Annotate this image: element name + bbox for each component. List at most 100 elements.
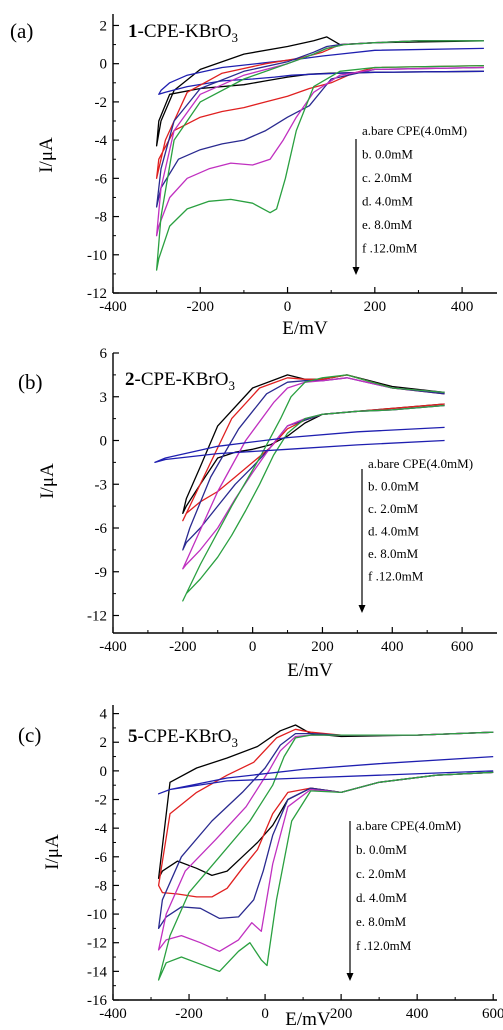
x-axis-title: E/mV	[285, 1009, 331, 1030]
legend-entry: e. 8.0mM	[368, 546, 419, 561]
legend-entry: a.bare CPE(4.0mM)	[356, 818, 461, 833]
legend-entry: c. 2.0mM	[356, 866, 407, 881]
legend-arrow-head	[352, 267, 360, 275]
x-tick-label: 200	[330, 1006, 353, 1022]
y-tick-label: -12	[87, 936, 107, 952]
legend-arrow-head	[346, 973, 354, 981]
y-tick-label: 3	[100, 390, 108, 406]
y-tick-label: 2	[100, 18, 108, 34]
y-tick-label: -8	[95, 878, 108, 894]
y-axis-title: I/μA	[36, 137, 57, 173]
panel-title-subscript: 3	[231, 735, 238, 750]
legend-entry: d. 4.0mM	[368, 524, 419, 539]
series-line-6	[154, 426, 445, 464]
x-tick-label: -200	[187, 299, 215, 315]
legend-entry: b. 0.0mM	[362, 147, 413, 162]
y-tick-label: -10	[87, 907, 107, 923]
panel-1: -400 -200 0 200 400 2 0 -2 -4 -6 -8 -10 -12 E/mV I/μA (…	[10, 14, 497, 339]
x-tick-label: -400	[99, 299, 127, 315]
series-line-5	[155, 40, 484, 237]
legend-entry: d. 4.0mM	[356, 890, 407, 905]
panel-title-text: -CPE-KBrO	[138, 21, 232, 42]
panel-title-subscript: 3	[228, 378, 235, 393]
series-group	[154, 374, 445, 602]
panel-label: (c)	[18, 723, 41, 747]
series-line-1	[157, 724, 494, 879]
legend-entry: a.bare CPE(4.0mM)	[362, 123, 467, 138]
y-tick-label: -12	[87, 609, 107, 625]
panel-title: 2-CPE-KBrO3	[125, 369, 235, 393]
panel-title-number: 5	[128, 726, 138, 747]
series-line-6	[157, 755, 494, 795]
y-tick-label: -2	[95, 793, 108, 809]
y-axis-title: I/μA	[42, 834, 63, 870]
y-tick-label: -14	[87, 964, 107, 980]
y-axis-title: I/μA	[37, 463, 58, 499]
panel-label: (b)	[18, 370, 43, 394]
y-tick-label: 0	[100, 764, 108, 780]
series-line-5	[182, 374, 445, 602]
legend-entry: c. 2.0mM	[362, 170, 413, 185]
x-tick-label: 0	[284, 299, 292, 315]
panel-2: -400 -200 0 200 400 600 6 3 0 -3 -6 -9 -12 E/mV I/μA (b…	[18, 346, 497, 681]
legend-arrow-head	[358, 605, 366, 613]
legend-entry: b. 0.0mM	[368, 479, 419, 494]
x-tick-label: 0	[249, 639, 257, 655]
legend-entry: c. 2.0mM	[368, 501, 419, 516]
x-tick-label: 400	[451, 299, 474, 315]
series-line-4	[182, 377, 445, 570]
y-tick-label: 0	[100, 434, 108, 450]
series-group	[157, 724, 494, 981]
x-tick-label: 0	[261, 1006, 269, 1022]
series-line-2	[157, 728, 494, 898]
series-line-3	[155, 40, 484, 179]
x-tick-label: 600	[451, 639, 474, 655]
x-tick-label: 400	[381, 639, 404, 655]
series-line-4	[155, 40, 484, 208]
series-line-5	[157, 731, 494, 981]
legend-entry: f .12.0mM	[356, 938, 412, 953]
series-line-6	[155, 40, 484, 271]
panel-title-text: -CPE-KBrO	[135, 369, 229, 390]
series-group	[155, 36, 484, 271]
y-tick-label: -4	[95, 133, 108, 149]
panel-title-number: 2	[125, 369, 135, 390]
panel-title-subscript: 3	[231, 30, 238, 45]
series-line-3	[157, 731, 494, 930]
series-line-2	[158, 47, 484, 95]
x-tick-label: 400	[406, 1006, 429, 1022]
y-tick-label: -6	[95, 171, 108, 187]
y-tick-label: -6	[95, 521, 108, 537]
x-tick-label: 200	[364, 299, 387, 315]
y-tick-label: 2	[100, 735, 108, 751]
y-tick-label: -10	[87, 248, 107, 264]
y-tick-label: 4	[100, 707, 108, 723]
legend-entry: d. 4.0mM	[362, 194, 413, 209]
legend-entry: e. 8.0mM	[362, 217, 413, 232]
x-tick-label: 200	[311, 639, 334, 655]
y-tick-label: -8	[95, 210, 108, 226]
x-axis-title: E/mV	[282, 318, 328, 339]
y-tick-label: -9	[95, 565, 108, 581]
panel-label: (a)	[10, 19, 33, 43]
x-axis-title: E/mV	[287, 660, 333, 681]
x-tick-label: -400	[99, 1006, 127, 1022]
x-tick-label: -400	[99, 639, 127, 655]
y-tick-label: 0	[100, 57, 108, 73]
y-tick-label: -16	[87, 993, 107, 1009]
panel-title: 5-CPE-KBrO3	[128, 726, 238, 750]
legend-entry: e. 8.0mM	[356, 914, 407, 929]
x-tick-label: 600	[482, 1006, 503, 1022]
y-tick-label: -4	[95, 821, 108, 837]
panel-title-number: 1	[128, 21, 138, 42]
legend-entry: f .12.0mM	[368, 569, 424, 584]
panel-title-text: -CPE-KBrO	[138, 726, 232, 747]
legend-entry: f .12.0mM	[362, 241, 418, 256]
y-tick-label: -6	[95, 850, 108, 866]
panel-title: 1-CPE-KBrO3	[128, 21, 238, 45]
series-line-4	[157, 731, 494, 952]
y-tick-label: 6	[100, 346, 108, 362]
legend-entry: b. 0.0mM	[356, 842, 407, 857]
y-tick-label: -2	[95, 95, 108, 111]
